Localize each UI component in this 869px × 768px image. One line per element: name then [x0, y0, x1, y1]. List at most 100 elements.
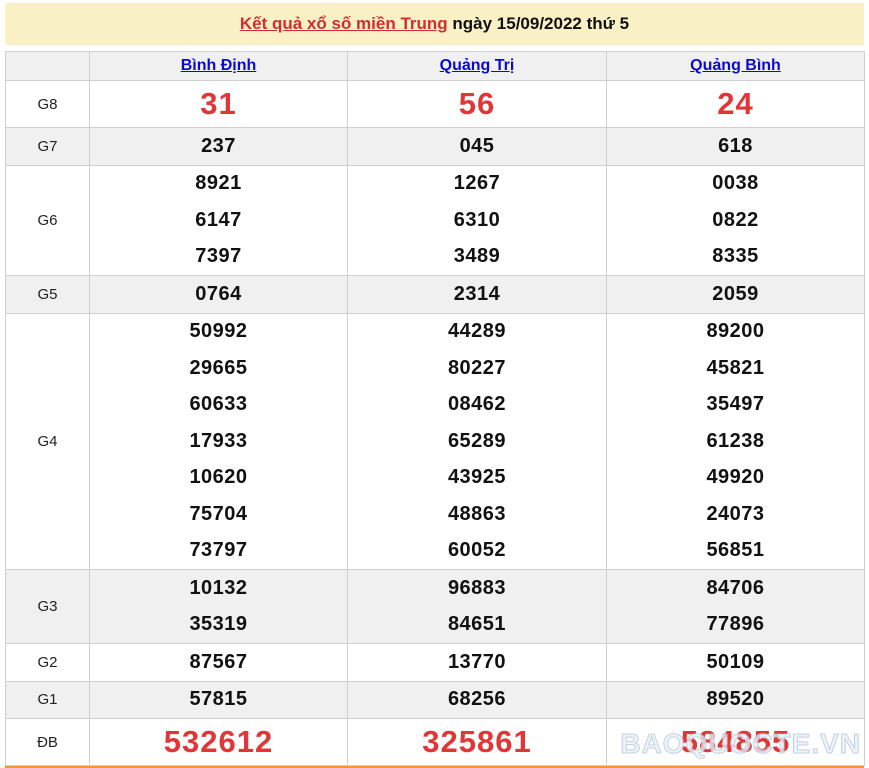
column-header-quang-binh: Quảng Bình [606, 51, 865, 81]
prize-number: 3489 [453, 245, 501, 268]
prize-number: 84651 [447, 613, 507, 636]
prize-values-cell: 50992 29665 60633 17933 10620 75704 73797 [89, 312, 348, 570]
prize-values-cell: 89200 45821 35497 61238 49920 24073 56851 [606, 312, 865, 570]
table-row: G5 0764 2314 2059 [5, 275, 865, 314]
prize-label: G7 [5, 127, 90, 166]
prize-values-cell: 325861 [347, 718, 607, 766]
prize-number: 73797 [189, 539, 248, 562]
prize-number: 10132 [189, 576, 248, 599]
prize-number: 61238 [706, 429, 765, 452]
column-header-quang-tri: Quảng Trị [347, 51, 607, 81]
prize-number: 43925 [447, 466, 507, 489]
prize-number: 80227 [447, 356, 507, 379]
prize-number: 89520 [706, 688, 765, 711]
prize-values-cell: 0764 [89, 275, 348, 314]
prize-values-cell: 1267 6310 3489 [347, 164, 607, 276]
prize-number: 8335 [712, 245, 759, 268]
table-row: G1 57815 68256 89520 [5, 680, 865, 719]
prize-label: G5 [5, 275, 90, 314]
prize-number: 237 [201, 134, 236, 157]
prize-values-cell: 50109 [606, 643, 865, 682]
prize-label: G8 [5, 80, 90, 128]
bottom-bar [5, 766, 864, 768]
prize-number: 10620 [189, 466, 248, 489]
prize-number: 29665 [189, 356, 248, 379]
prize-number: 532612 [163, 724, 274, 759]
prize-number: 6310 [453, 208, 501, 231]
prize-label: G6 [5, 164, 90, 276]
prize-values-cell: 13770 [347, 643, 607, 682]
prize-number: 0822 [712, 208, 759, 231]
table-row: G8 31 56 24 [5, 80, 865, 128]
prize-number: 84706 [706, 576, 765, 599]
prize-number: 60052 [447, 539, 507, 562]
prize-number: 17933 [189, 429, 248, 452]
prize-label: G1 [5, 680, 90, 719]
header-row: Bình Định Quảng Trị Quảng Bình [5, 51, 865, 81]
province-link-binh-dinh[interactable]: Bình Định [180, 57, 257, 74]
results-body: G8 31 56 24 G7 237 045 618 G6 8921 6147 7397 1267 631… [5, 80, 865, 766]
prize-values-cell: 68256 [347, 680, 607, 719]
prize-values-cell: 57815 [89, 680, 348, 719]
table-row: G2 87567 13770 50109 [5, 643, 865, 682]
prize-number: 50109 [706, 650, 765, 673]
prize-values-cell: 96883 84651 [347, 569, 607, 644]
prize-values-cell: 10132 35319 [89, 569, 348, 644]
prize-values-cell: 584855 [606, 718, 865, 766]
prize-values-cell: 84706 77896 [606, 569, 865, 644]
prize-label: ĐB [5, 718, 90, 766]
title-date: ngày 15/09/2022 thứ 5 [447, 14, 630, 33]
prize-number: 89200 [706, 320, 765, 343]
prize-number: 56 [458, 86, 496, 121]
prize-number: 0764 [195, 282, 242, 305]
prize-number: 96883 [447, 576, 507, 599]
prize-values-cell: 87567 [89, 643, 348, 682]
prize-values-cell: 0038 0822 8335 [606, 164, 865, 276]
prize-label: G2 [5, 643, 90, 682]
prize-number: 24073 [706, 502, 765, 525]
prize-number: 0038 [712, 172, 759, 195]
table-row: G3 10132 35319 96883 84651 84706 77896 [5, 569, 865, 644]
prize-number: 618 [718, 134, 753, 157]
prize-values-cell: 24 [606, 80, 865, 128]
prize-number: 24 [717, 86, 754, 121]
prize-values-cell: 56 [347, 80, 607, 128]
column-header-binh-dinh: Bình Định [89, 51, 348, 81]
prize-number: 57815 [189, 688, 248, 711]
results-table: Bình Định Quảng Trị Quảng Bình G8 31 56 24 G… [5, 51, 865, 766]
prize-number: 65289 [447, 429, 507, 452]
prize-number: 45821 [706, 356, 765, 379]
prize-values-cell: 8921 6147 7397 [89, 164, 348, 276]
table-row: ĐB 532612 325861 584855 [5, 718, 865, 766]
table-row: G4 50992 29665 60633 17933 10620 75704 73797 442… [5, 312, 865, 570]
prize-number: 87567 [189, 650, 248, 673]
table-row: G6 8921 6147 7397 1267 6310 3489 0038 0822 8335 [5, 164, 865, 276]
province-link-quang-binh[interactable]: Quảng Bình [690, 57, 781, 74]
prize-number: 35497 [706, 393, 765, 416]
prize-number: 2059 [712, 282, 759, 305]
title-link[interactable]: Kết quả xổ số miền Trung [239, 14, 448, 33]
prize-values-cell: 045 [347, 127, 607, 166]
prize-values-cell: 2059 [606, 275, 865, 314]
prize-number: 2314 [453, 282, 501, 305]
prize-number: 48863 [447, 502, 507, 525]
prize-values-cell: 2314 [347, 275, 607, 314]
prize-values-cell: 532612 [89, 718, 348, 766]
prize-values-cell: 31 [89, 80, 348, 128]
prize-number: 75704 [189, 502, 248, 525]
prize-label: G4 [5, 312, 90, 570]
table-row: G7 237 045 618 [5, 127, 865, 166]
province-link-quang-tri[interactable]: Quảng Trị [439, 57, 515, 74]
prize-number: 31 [200, 86, 237, 121]
prize-number: 50992 [189, 320, 248, 343]
title-bar: Kết quả xổ số miền Trung ngày 15/09/2022… [5, 3, 864, 45]
prize-number: 1267 [453, 172, 501, 195]
header-empty-cell [5, 51, 90, 81]
prize-number: 584855 [680, 724, 791, 759]
prize-number: 13770 [447, 650, 507, 673]
prize-number: 44289 [447, 320, 507, 343]
prize-label: G3 [5, 569, 90, 644]
prize-values-cell: 89520 [606, 680, 865, 719]
prize-number: 6147 [195, 208, 242, 231]
